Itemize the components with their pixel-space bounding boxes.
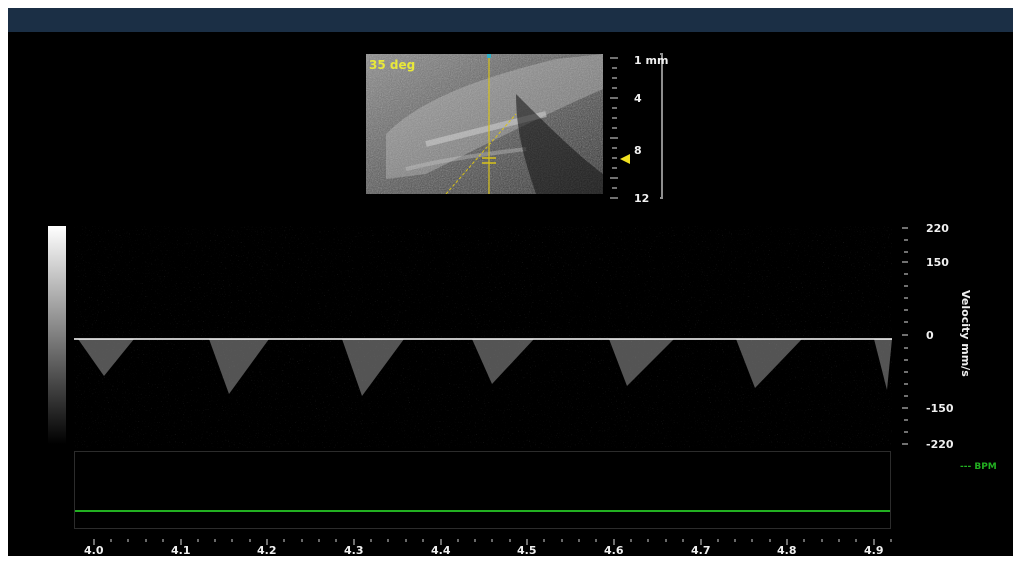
ultrasound-viewport: 35 deg 1 mm 4 8 12 xyxy=(8,8,1013,556)
velocity-label-neg220: -220 xyxy=(926,438,954,451)
time-label-4-3: 4.3 xyxy=(344,544,364,556)
time-label-4-7: 4.7 xyxy=(691,544,711,556)
velocity-label-150: 150 xyxy=(926,256,949,269)
time-label-4-2: 4.2 xyxy=(257,544,277,556)
depth-scale: 1 mm 4 8 12 xyxy=(604,52,694,205)
time-label-4-5: 4.5 xyxy=(517,544,537,556)
time-label-4-1: 4.1 xyxy=(171,544,191,556)
time-axis: 4.0 4.1 4.2 4.3 4.4 4.5 4.6 4.7 4.8 4.9 xyxy=(74,534,904,556)
doppler-spectrum[interactable] xyxy=(74,226,892,448)
grayscale-bar xyxy=(48,226,66,444)
depth-label-4: 4 xyxy=(634,92,642,105)
depth-label-8: 8 xyxy=(634,144,642,157)
velocity-ticks xyxy=(902,227,908,445)
doppler-spectrum-graphic xyxy=(74,226,892,448)
sample-gate-icon[interactable] xyxy=(482,157,496,164)
velocity-axis: 220 150 0 -150 -220 xyxy=(898,218,1013,458)
depth-label-1: 1 mm xyxy=(634,54,669,67)
velocity-axis-title: Velocity mm/s xyxy=(959,290,972,377)
doppler-waveforms xyxy=(78,339,892,396)
bpm-legend: --- BPM xyxy=(960,462,997,472)
velocity-label-neg150: -150 xyxy=(926,402,954,415)
bpm-trace xyxy=(75,510,890,512)
angle-label: 35 deg xyxy=(369,58,416,72)
b-mode-image-graphic xyxy=(366,54,603,194)
time-label-4-0: 4.0 xyxy=(84,544,104,556)
bpm-panel xyxy=(74,451,891,529)
velocity-label-0: 0 xyxy=(926,329,934,342)
time-ticks xyxy=(93,539,892,545)
b-mode-image[interactable]: 35 deg xyxy=(366,54,603,194)
time-label-4-9: 4.9 xyxy=(864,544,884,556)
depth-ruler xyxy=(610,53,663,199)
time-label-4-8: 4.8 xyxy=(777,544,797,556)
time-label-4-6: 4.6 xyxy=(604,544,624,556)
velocity-label-220: 220 xyxy=(926,222,949,235)
time-label-4-4: 4.4 xyxy=(431,544,451,556)
top-bar xyxy=(8,8,1013,32)
depth-label-12: 12 xyxy=(634,192,650,205)
depth-marker-icon[interactable] xyxy=(620,154,630,164)
